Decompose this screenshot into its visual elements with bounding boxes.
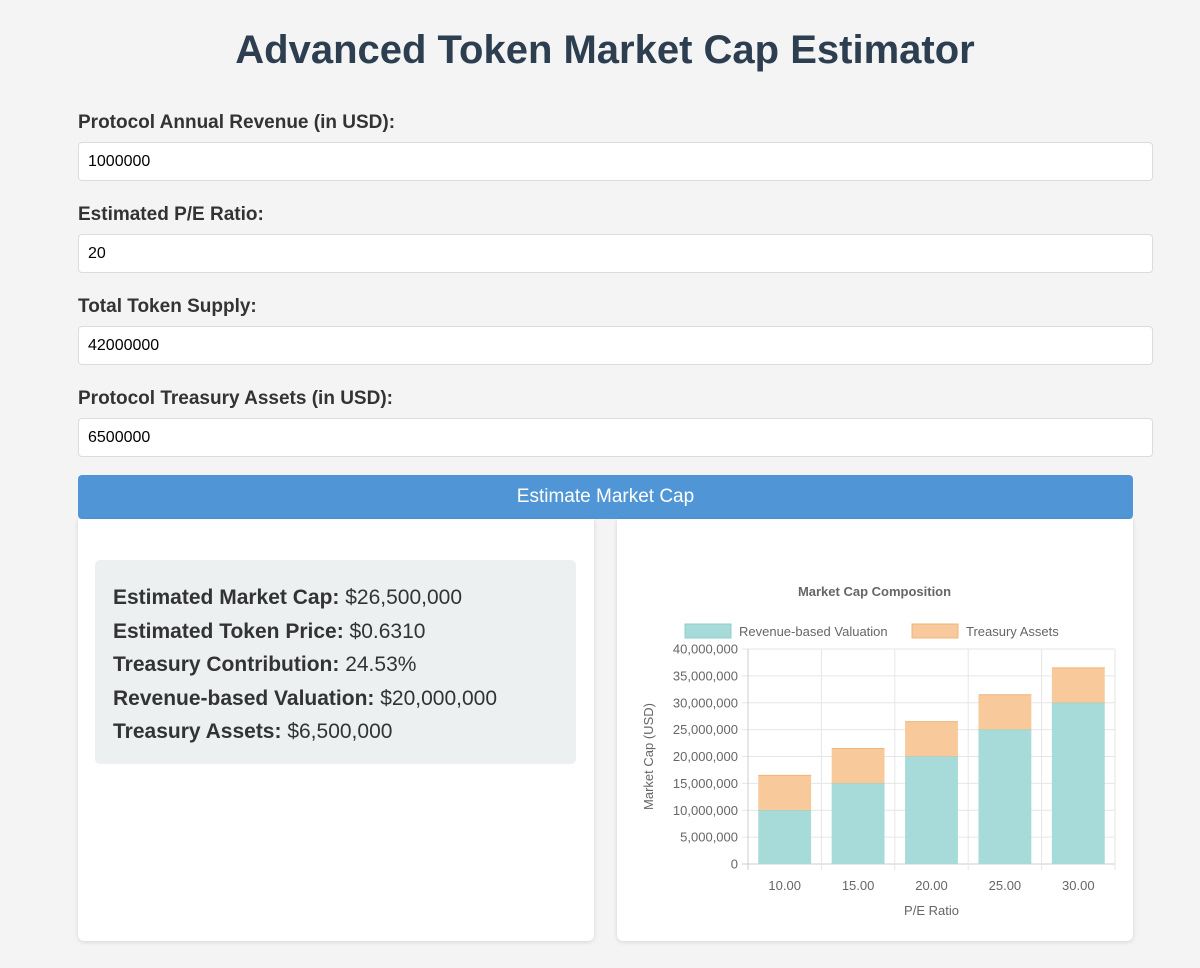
y-tick-label: 25,000,000 [673,722,738,737]
legend-label: Revenue-based Valuation [739,624,888,639]
token-supply-label: Total Token Supply: [78,296,257,317]
y-tick-label: 10,000,000 [673,803,738,818]
bar-segment [1051,667,1105,703]
results-card: Estimated Market Cap: $26,500,000 Estima… [78,519,594,941]
market-cap-chart: Market Cap Composition Revenue-based Valu… [641,584,1116,918]
y-axis-title: Market Cap (USD) [641,703,656,810]
bar-segment [831,783,885,864]
legend-swatch [684,623,732,639]
result-token-price: Estimated Token Price: $0.6310 [113,615,558,649]
chart-card: Market Cap Composition Revenue-based Valu… [617,519,1133,941]
result-value: $6,500,000 [287,720,393,743]
result-market-cap: Estimated Market Cap: $26,500,000 [113,581,558,615]
result-treasury-assets: Treasury Assets: $6,500,000 [113,715,558,749]
x-tick-label: 30.00 [1062,878,1095,893]
revenue-label: Protocol Annual Revenue (in USD): [78,112,396,133]
result-label: Treasury Assets: [113,720,282,743]
x-tick-label: 20.00 [915,878,948,893]
estimate-market-cap-button[interactable]: Estimate Market Cap [78,475,1133,519]
y-tick-label: 40,000,000 [673,642,738,657]
bar-segment [905,721,958,757]
y-tick-label: 5,000,000 [680,830,738,845]
legend-swatch [911,623,959,639]
result-value: $0.6310 [349,619,426,643]
treasury-assets-label: Protocol Treasury Assets (in USD): [78,388,393,409]
x-tick-label: 15.00 [842,878,875,893]
bar-segment [978,694,1032,730]
x-axis-title: P/E Ratio [904,903,959,918]
x-tick-label: 25.00 [989,878,1022,893]
result-value: 24.53% [345,653,417,676]
y-tick-label: 0 [731,857,738,872]
result-label: Estimated Token Price: [113,619,344,643]
result-treasury-contribution: Treasury Contribution: 24.53% [113,648,558,682]
pe-ratio-label: Estimated P/E Ratio: [78,204,264,225]
bar-segment [978,729,1032,864]
pe-ratio-input[interactable] [78,234,1153,273]
chart-title: Market Cap Composition [798,584,951,599]
result-value: $20,000,000 [380,686,498,710]
bar-segment [758,810,812,864]
treasury-assets-input[interactable] [78,418,1153,457]
y-tick-label: 15,000,000 [673,776,738,791]
y-tick-label: 35,000,000 [673,668,738,683]
result-value: $26,500,000 [345,586,463,609]
token-supply-input[interactable] [78,326,1153,365]
bar-segment [758,775,812,811]
bar-segment [905,756,958,864]
revenue-input[interactable] [78,142,1153,181]
x-tick-label: 10.00 [768,878,801,893]
bar-segment [831,748,885,784]
results-box: Estimated Market Cap: $26,500,000 Estima… [95,560,576,764]
y-tick-label: 30,000,000 [673,695,738,710]
result-revenue-valuation: Revenue-based Valuation: $20,000,000 [113,682,558,716]
result-label: Revenue-based Valuation: [113,686,375,710]
bar-segment [1051,702,1105,864]
page-title: Advanced Token Market Cap Estimator [235,28,975,72]
y-tick-label: 20,000,000 [673,749,738,764]
result-label: Estimated Market Cap: [113,586,340,609]
result-label: Treasury Contribution: [113,653,340,676]
legend-label: Treasury Assets [966,624,1059,639]
